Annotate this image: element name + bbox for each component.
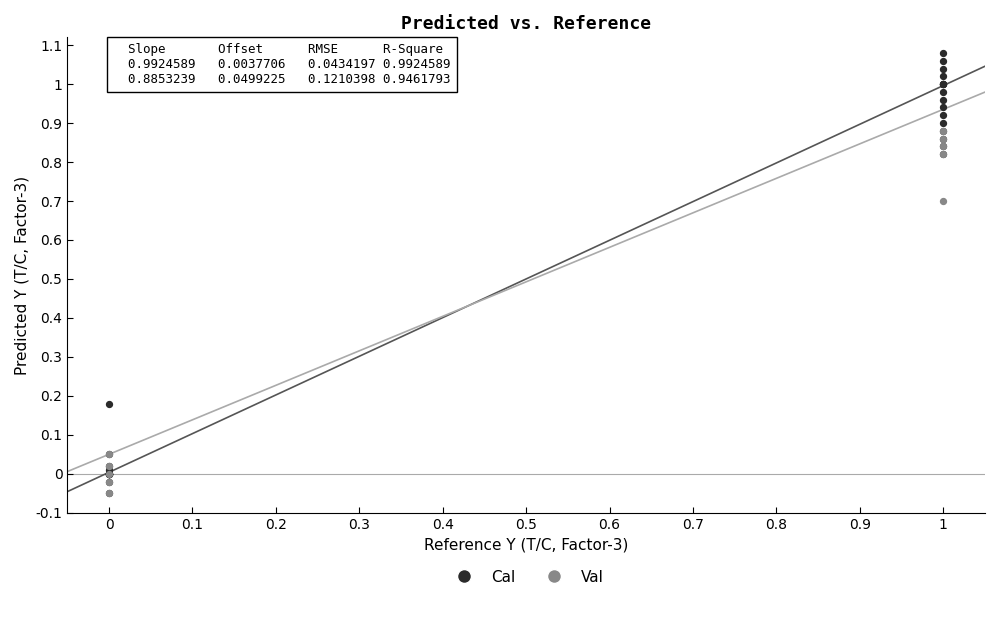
- Point: [935, 71, 951, 81]
- Point: [935, 79, 951, 89]
- Point: [101, 399, 117, 409]
- Point: [101, 449, 117, 460]
- Point: [101, 469, 117, 479]
- Point: [101, 469, 117, 479]
- Point: [935, 110, 951, 121]
- Point: [935, 149, 951, 160]
- Point: [935, 141, 951, 151]
- X-axis label: Reference Y (T/C, Factor-3): Reference Y (T/C, Factor-3): [424, 537, 628, 552]
- Point: [101, 469, 117, 479]
- Point: [101, 469, 117, 479]
- Point: [101, 469, 117, 479]
- Point: [935, 196, 951, 206]
- Point: [935, 118, 951, 128]
- Point: [935, 126, 951, 136]
- Point: [101, 465, 117, 475]
- Point: [101, 469, 117, 479]
- Point: [101, 461, 117, 471]
- Point: [935, 126, 951, 136]
- Point: [935, 95, 951, 105]
- Point: [101, 476, 117, 487]
- Point: [935, 133, 951, 144]
- Point: [935, 63, 951, 74]
- Y-axis label: Predicted Y (T/C, Factor-3): Predicted Y (T/C, Factor-3): [15, 176, 30, 374]
- Point: [101, 469, 117, 479]
- Title: Predicted vs. Reference: Predicted vs. Reference: [401, 15, 651, 33]
- Point: [935, 149, 951, 160]
- Point: [935, 133, 951, 144]
- Point: [935, 79, 951, 89]
- Point: [935, 103, 951, 113]
- Text: Slope       Offset      RMSE      R-Square
  0.9924589   0.0037706   0.0434197 0: Slope Offset RMSE R-Square 0.9924589 0.0…: [113, 43, 451, 86]
- Point: [101, 488, 117, 499]
- Point: [935, 87, 951, 97]
- Point: [101, 469, 117, 479]
- Point: [935, 79, 951, 89]
- Point: [101, 488, 117, 499]
- Point: [935, 56, 951, 66]
- Point: [101, 469, 117, 479]
- Point: [101, 461, 117, 471]
- Point: [101, 476, 117, 487]
- Point: [935, 141, 951, 151]
- Point: [935, 48, 951, 58]
- Point: [101, 469, 117, 479]
- Point: [935, 79, 951, 89]
- Legend: Cal, Val: Cal, Val: [442, 563, 610, 591]
- Point: [101, 449, 117, 460]
